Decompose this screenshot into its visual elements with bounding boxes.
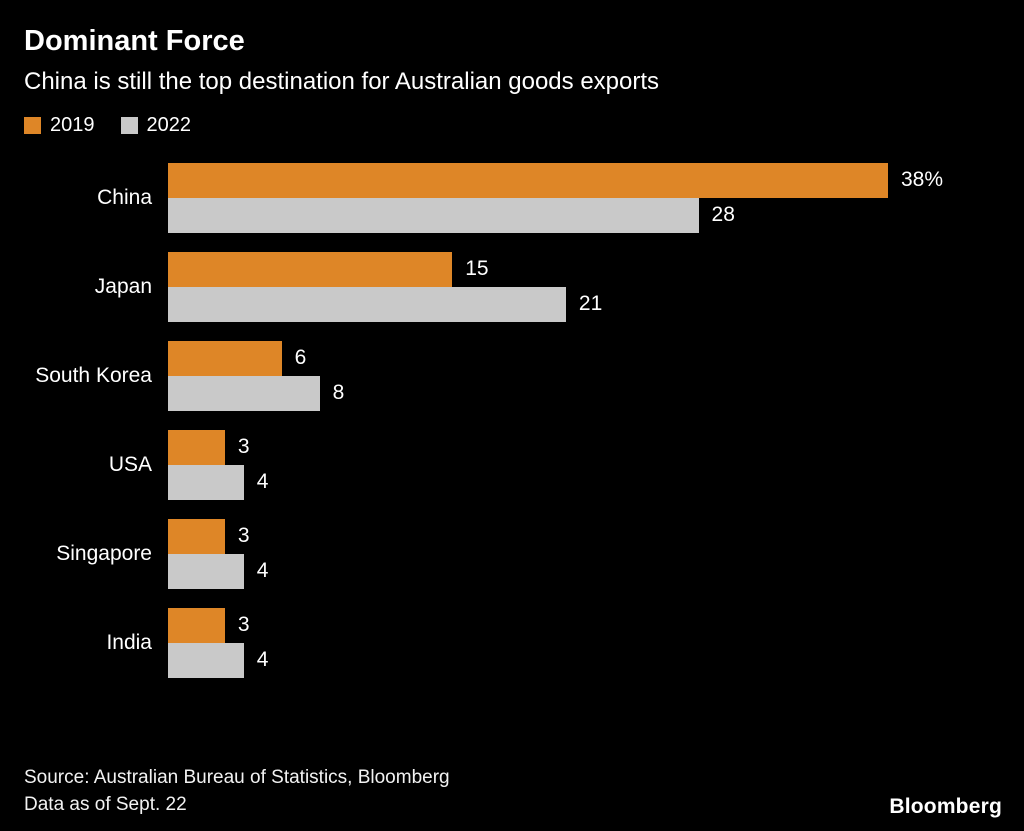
legend-item-2019: 2019	[24, 114, 95, 137]
bar-value-label: 3	[237, 435, 250, 459]
bar-row-2022: 4	[168, 642, 1000, 678]
bar-value-label: 3	[237, 524, 250, 548]
bar-row-2022: 28	[168, 197, 1000, 233]
bar-group: China 38% 28	[24, 162, 1000, 233]
bar-row-2019: 3	[168, 518, 1000, 554]
bar-group: USA 3 4	[24, 429, 1000, 500]
bar-row-2022: 8	[168, 375, 1000, 411]
bar-2019	[168, 251, 453, 287]
bars-container: 38% 28	[168, 162, 1000, 233]
category-label: South Korea	[35, 363, 152, 387]
bar-group: Singapore 3 4	[24, 518, 1000, 589]
bar-2019	[168, 340, 282, 376]
bar-2019	[168, 162, 888, 198]
bar-value-label: 38%	[901, 168, 944, 192]
page-title: Dominant Force	[24, 25, 245, 57]
bar-group: Japan 15 21	[24, 251, 1000, 322]
bar-chart: China 38% 28 Japan 15 21 South Korea 6 8 USA 3 4 Sin…	[24, 162, 1000, 678]
bar-value-label: 6	[294, 346, 307, 370]
bar-2022	[168, 197, 699, 233]
bars-container: 15 21	[168, 251, 1000, 322]
bar-value-label: 15	[465, 257, 489, 281]
category-label: India	[106, 630, 152, 654]
bar-group: South Korea 6 8	[24, 340, 1000, 411]
bar-row-2022: 4	[168, 553, 1000, 589]
footer: Source: Australian Bureau of Statistics,…	[24, 764, 1002, 819]
bar-2022	[168, 375, 320, 411]
bar-2022	[168, 553, 244, 589]
bar-value-label: 4	[256, 559, 269, 583]
bar-row-2022: 4	[168, 464, 1000, 500]
source-note: Source: Australian Bureau of Statistics,…	[24, 764, 450, 819]
bar-row-2019: 3	[168, 607, 1000, 643]
bar-row-2019: 3	[168, 429, 1000, 465]
bar-row-2019: 6	[168, 340, 1000, 376]
legend-label-2022: 2022	[146, 113, 192, 136]
legend-swatch-2022	[120, 116, 138, 134]
bar-value-label: 8	[332, 381, 345, 405]
bloomberg-logo: Bloomberg	[889, 795, 1002, 818]
source-line-1: Source: Australian Bureau of Statistics,…	[24, 766, 450, 788]
category-label: Singapore	[56, 541, 152, 565]
bar-2022	[168, 642, 244, 678]
page-subtitle: China is still the top destination for A…	[24, 67, 660, 95]
bar-2019	[168, 518, 225, 554]
legend: 2019 2022	[24, 114, 1000, 137]
category-label: USA	[108, 452, 152, 476]
bar-2022	[168, 464, 244, 500]
bar-value-label: 4	[256, 470, 269, 494]
bar-2019	[168, 429, 225, 465]
category-label: China	[97, 185, 152, 209]
bar-value-label: 21	[578, 292, 603, 316]
bar-value-label: 3	[237, 613, 250, 637]
bar-row-2019: 15	[168, 251, 1000, 287]
category-label: Japan	[94, 274, 152, 298]
bar-row-2022: 21	[168, 286, 1000, 322]
bar-group: India 3 4	[24, 607, 1000, 678]
bar-2019	[168, 607, 225, 643]
legend-label-2019: 2019	[50, 113, 95, 136]
legend-swatch-2019	[24, 116, 41, 134]
bar-value-label: 4	[256, 648, 269, 672]
bar-2022	[168, 286, 566, 322]
source-line-2: Data as of Sept. 22	[24, 794, 187, 816]
legend-item-2022: 2022	[120, 113, 192, 137]
bar-value-label: 28	[711, 203, 735, 227]
bar-row-2019: 38%	[168, 162, 1000, 198]
